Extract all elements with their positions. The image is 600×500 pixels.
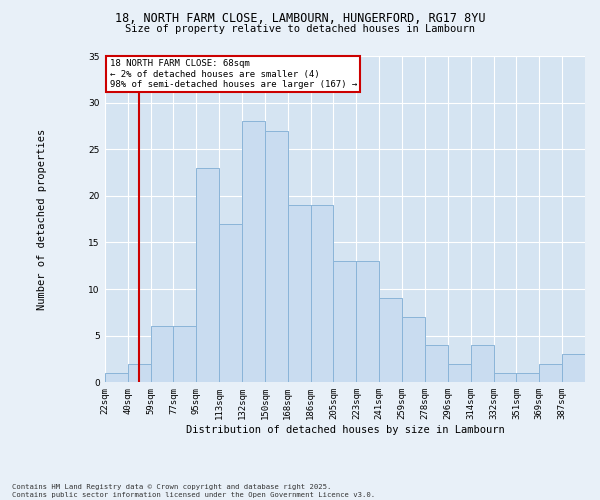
Bar: [517, 373, 539, 382]
Bar: [334, 261, 356, 382]
X-axis label: Distribution of detached houses by size in Lambourn: Distribution of detached houses by size …: [185, 425, 504, 435]
Bar: [448, 364, 470, 382]
Bar: [265, 130, 288, 382]
Bar: [219, 224, 242, 382]
Bar: [356, 261, 379, 382]
Text: 18, NORTH FARM CLOSE, LAMBOURN, HUNGERFORD, RG17 8YU: 18, NORTH FARM CLOSE, LAMBOURN, HUNGERFO…: [115, 12, 485, 26]
Bar: [242, 122, 265, 382]
Y-axis label: Number of detached properties: Number of detached properties: [37, 128, 47, 310]
Text: Size of property relative to detached houses in Lambourn: Size of property relative to detached ho…: [125, 24, 475, 34]
Bar: [425, 345, 448, 383]
Bar: [128, 364, 151, 382]
Bar: [311, 205, 334, 382]
Bar: [470, 345, 494, 383]
Bar: [379, 298, 402, 382]
Bar: [151, 326, 173, 382]
Bar: [288, 205, 311, 382]
Bar: [105, 373, 128, 382]
Bar: [562, 354, 585, 382]
Bar: [402, 317, 425, 382]
Bar: [494, 373, 517, 382]
Text: 18 NORTH FARM CLOSE: 68sqm
← 2% of detached houses are smaller (4)
98% of semi-d: 18 NORTH FARM CLOSE: 68sqm ← 2% of detac…: [110, 60, 357, 89]
Bar: [196, 168, 219, 382]
Bar: [539, 364, 562, 382]
Text: Contains HM Land Registry data © Crown copyright and database right 2025.
Contai: Contains HM Land Registry data © Crown c…: [12, 484, 375, 498]
Bar: [173, 326, 196, 382]
